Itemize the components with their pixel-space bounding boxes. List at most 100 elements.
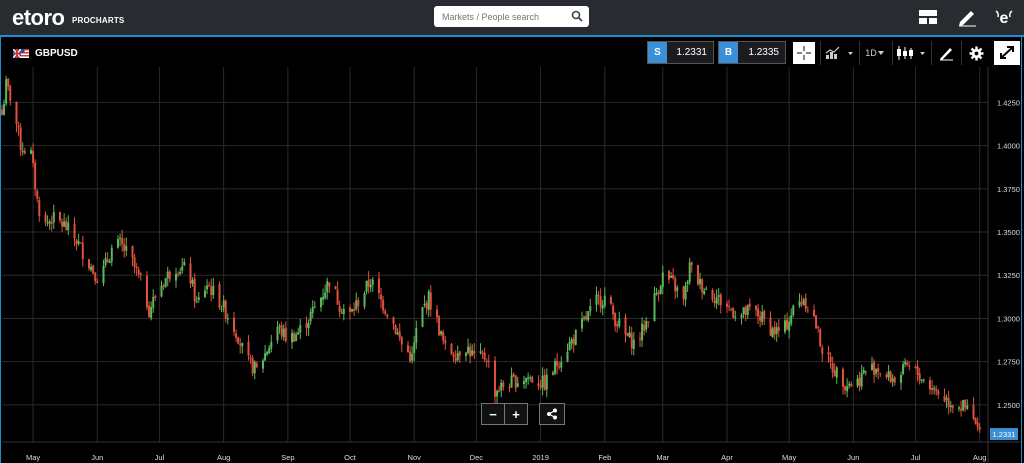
candle-body [307,322,310,329]
candle-body [784,320,786,332]
toolbar-divider [961,41,962,65]
candle-body [152,297,155,308]
candle-body [75,240,78,245]
candle-body [471,350,474,356]
buy-button[interactable]: B 1.2335 [718,41,786,64]
etoro-e-icon[interactable]: e [993,7,1015,27]
candle-body [862,369,865,374]
candle-body [887,371,890,378]
candle-body [755,305,757,310]
sell-button[interactable]: S 1.2331 [647,41,714,64]
candle-body [382,299,385,311]
candle-body [674,278,677,292]
candle-body [218,284,221,308]
candle-body [842,369,844,387]
drawing-tools-button[interactable] [935,42,957,64]
candle-body [220,308,223,310]
crosshair-button[interactable] [793,42,815,64]
candle-body [711,290,714,300]
layout-icon[interactable] [917,7,939,27]
y-tick-label: 1.4000 [997,142,1020,151]
candle-body [351,308,354,312]
chart-type-button[interactable] [896,42,928,64]
candle-body [690,262,693,265]
draw-tool-icon [940,48,953,61]
candle-body [966,405,969,409]
candle-body [73,223,76,239]
indicators-button[interactable] [825,42,855,64]
candle-body [237,337,240,344]
zoom-in-button[interactable]: + [504,404,527,424]
candle-body [487,360,490,362]
candle-body [744,306,747,315]
candle-body [960,408,963,411]
zoom-out-button[interactable]: − [489,406,497,422]
candle-body [413,342,416,354]
candle-body [777,327,780,331]
candle-body [168,271,171,280]
candle-body [400,337,403,345]
candle-body [193,278,196,302]
x-tick-label: Feb [598,453,611,462]
candle-body [181,266,184,271]
candle-body [653,293,656,322]
candle-body [891,378,894,382]
candle-body [32,150,35,164]
candle-body [568,342,571,351]
candle-body [494,360,496,397]
fullscreen-button[interactable] [994,41,1020,65]
search-icon[interactable] [571,10,583,22]
indicators-icon [825,46,853,59]
settings-button[interactable] [965,42,987,64]
y-tick-label: 1.3250 [997,271,1020,280]
candle-body [819,329,822,347]
candle-body [815,315,818,329]
candle-body [661,272,664,288]
toolbar-divider [931,41,932,65]
candle-body [297,332,300,335]
candle-body [398,331,401,338]
candle-body [626,333,629,337]
x-tick-label: Sep [281,453,294,462]
candle-body [197,297,200,300]
candle-body [148,305,151,318]
search-box[interactable] [434,6,589,27]
search-input[interactable] [442,6,562,27]
candle-body [792,305,795,316]
candle-body [529,377,532,379]
candle-body [759,316,762,321]
candle-body [305,323,308,328]
candle-body [964,399,967,408]
candle-body [394,325,397,334]
candle-body [427,291,430,311]
price-chart[interactable]: 1.4250 1.4000 1.3750 1.3500 1.3250 1.3000 1.27… [1,67,1021,463]
candle-body [429,292,432,310]
candle-body [473,351,476,354]
zoom-controls: − + [481,403,528,425]
candle-body [554,361,557,374]
candle-body [916,366,919,375]
candle-body [786,319,789,330]
chevron-down-icon [877,51,884,55]
candle-body [208,285,211,287]
candle-body [922,379,925,381]
x-tick-label: Aug [217,453,230,462]
candle-body [951,405,954,408]
candle-body [249,357,252,359]
candle-body [879,373,882,375]
candle-body [222,300,225,308]
candle-body [630,333,633,349]
candle-body [309,312,312,322]
candle-body [734,316,737,318]
share-button[interactable] [539,403,565,425]
candle-body [848,383,851,386]
candle-body [728,306,731,308]
pencil-icon[interactable] [956,7,978,27]
candle-body [241,342,244,347]
candle-body [688,262,691,282]
candle-body [761,311,764,323]
interval-button[interactable]: 1D [862,42,888,64]
candle-body [444,340,447,344]
candle-body [647,321,650,323]
candle-body [833,370,836,377]
